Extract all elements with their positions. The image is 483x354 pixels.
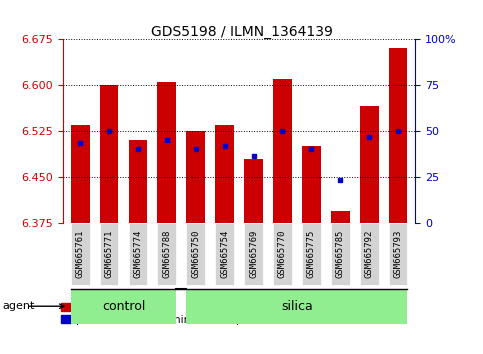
Text: GSM665754: GSM665754 bbox=[220, 230, 229, 278]
Text: GSM665785: GSM665785 bbox=[336, 230, 345, 278]
Text: GSM665761: GSM665761 bbox=[76, 230, 85, 278]
Text: GSM665771: GSM665771 bbox=[104, 230, 114, 278]
Text: silica: silica bbox=[281, 300, 313, 313]
Text: GSM665788: GSM665788 bbox=[162, 230, 171, 278]
Bar bbox=[302, 146, 321, 223]
Text: GDS5198 / ILMN_1364139: GDS5198 / ILMN_1364139 bbox=[151, 25, 332, 39]
Text: GSM665770: GSM665770 bbox=[278, 230, 287, 278]
Bar bbox=[360, 107, 379, 223]
Bar bbox=[157, 82, 176, 223]
Text: GSM665793: GSM665793 bbox=[394, 230, 402, 278]
Text: agent: agent bbox=[2, 301, 35, 311]
Text: GSM665750: GSM665750 bbox=[191, 230, 200, 278]
Bar bbox=[273, 79, 292, 223]
Bar bbox=[71, 125, 89, 223]
Text: GSM665792: GSM665792 bbox=[365, 230, 374, 278]
Bar bbox=[215, 125, 234, 223]
Text: control: control bbox=[102, 300, 145, 313]
Legend: transformed count, percentile rank within the sample: transformed count, percentile rank withi… bbox=[61, 303, 252, 325]
Bar bbox=[99, 85, 118, 223]
Text: GSM665775: GSM665775 bbox=[307, 230, 316, 278]
Bar bbox=[389, 48, 408, 223]
Bar bbox=[331, 211, 350, 223]
Bar bbox=[128, 140, 147, 223]
Text: GSM665774: GSM665774 bbox=[133, 230, 142, 278]
Bar bbox=[186, 131, 205, 223]
Text: GSM665769: GSM665769 bbox=[249, 230, 258, 278]
Bar bbox=[244, 159, 263, 223]
